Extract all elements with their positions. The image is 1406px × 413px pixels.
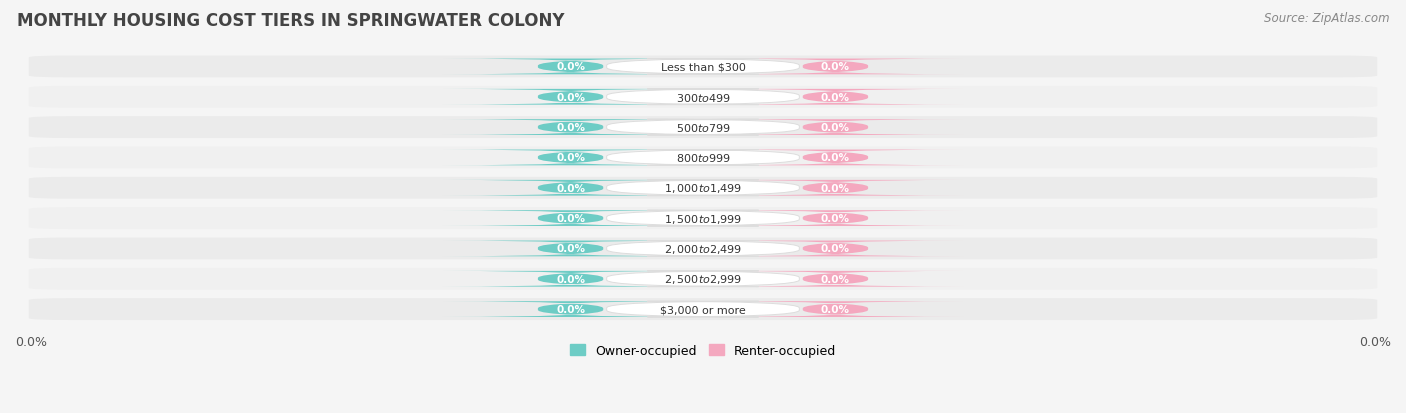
FancyBboxPatch shape: [606, 241, 800, 257]
Text: 0.0%: 0.0%: [555, 244, 585, 254]
Text: 0.0%: 0.0%: [555, 153, 585, 163]
Text: 0.0%: 0.0%: [555, 93, 585, 102]
Text: 0.0%: 0.0%: [821, 244, 851, 254]
Text: $500 to $799: $500 to $799: [675, 122, 731, 134]
Text: 0.0%: 0.0%: [555, 304, 585, 314]
FancyBboxPatch shape: [606, 301, 800, 317]
FancyBboxPatch shape: [606, 150, 800, 166]
Text: $1,000 to $1,499: $1,000 to $1,499: [664, 182, 742, 195]
FancyBboxPatch shape: [707, 90, 963, 105]
FancyBboxPatch shape: [443, 301, 699, 317]
Text: $800 to $999: $800 to $999: [675, 152, 731, 164]
FancyBboxPatch shape: [606, 211, 800, 226]
FancyBboxPatch shape: [606, 271, 800, 287]
FancyBboxPatch shape: [443, 211, 699, 226]
FancyBboxPatch shape: [606, 120, 800, 135]
FancyBboxPatch shape: [707, 241, 963, 257]
FancyBboxPatch shape: [28, 147, 1378, 169]
Legend: Owner-occupied, Renter-occupied: Owner-occupied, Renter-occupied: [565, 339, 841, 362]
Text: $3,000 or more: $3,000 or more: [661, 304, 745, 314]
FancyBboxPatch shape: [28, 238, 1378, 260]
Text: 0.0%: 0.0%: [821, 123, 851, 133]
FancyBboxPatch shape: [606, 59, 800, 75]
FancyBboxPatch shape: [606, 90, 800, 105]
Text: 0.0%: 0.0%: [821, 274, 851, 284]
FancyBboxPatch shape: [443, 120, 699, 135]
Text: Less than $300: Less than $300: [661, 62, 745, 72]
FancyBboxPatch shape: [443, 59, 699, 75]
Text: 0.0%: 0.0%: [1360, 335, 1391, 348]
Text: $2,500 to $2,999: $2,500 to $2,999: [664, 273, 742, 285]
Text: MONTHLY HOUSING COST TIERS IN SPRINGWATER COLONY: MONTHLY HOUSING COST TIERS IN SPRINGWATE…: [17, 12, 564, 30]
FancyBboxPatch shape: [28, 87, 1378, 109]
FancyBboxPatch shape: [606, 180, 800, 196]
FancyBboxPatch shape: [707, 301, 963, 317]
Text: 0.0%: 0.0%: [821, 304, 851, 314]
FancyBboxPatch shape: [28, 178, 1378, 199]
Text: 0.0%: 0.0%: [555, 123, 585, 133]
FancyBboxPatch shape: [707, 211, 963, 226]
FancyBboxPatch shape: [443, 271, 699, 287]
Text: 0.0%: 0.0%: [821, 93, 851, 102]
FancyBboxPatch shape: [443, 150, 699, 166]
Text: 0.0%: 0.0%: [821, 214, 851, 223]
FancyBboxPatch shape: [707, 59, 963, 75]
FancyBboxPatch shape: [28, 117, 1378, 139]
FancyBboxPatch shape: [707, 271, 963, 287]
FancyBboxPatch shape: [707, 180, 963, 196]
Text: 0.0%: 0.0%: [821, 183, 851, 193]
FancyBboxPatch shape: [28, 56, 1378, 78]
Text: 0.0%: 0.0%: [555, 183, 585, 193]
Text: 0.0%: 0.0%: [555, 214, 585, 223]
FancyBboxPatch shape: [707, 120, 963, 135]
FancyBboxPatch shape: [443, 241, 699, 257]
Text: 0.0%: 0.0%: [555, 62, 585, 72]
Text: $2,000 to $2,499: $2,000 to $2,499: [664, 242, 742, 255]
Text: $1,500 to $1,999: $1,500 to $1,999: [664, 212, 742, 225]
FancyBboxPatch shape: [28, 299, 1378, 320]
Text: 0.0%: 0.0%: [821, 62, 851, 72]
FancyBboxPatch shape: [28, 268, 1378, 290]
FancyBboxPatch shape: [28, 208, 1378, 230]
FancyBboxPatch shape: [707, 150, 963, 166]
Text: 0.0%: 0.0%: [15, 335, 46, 348]
Text: 0.0%: 0.0%: [821, 153, 851, 163]
Text: 0.0%: 0.0%: [555, 274, 585, 284]
Text: Source: ZipAtlas.com: Source: ZipAtlas.com: [1264, 12, 1389, 25]
FancyBboxPatch shape: [443, 180, 699, 196]
Text: $300 to $499: $300 to $499: [675, 92, 731, 104]
FancyBboxPatch shape: [443, 90, 699, 105]
